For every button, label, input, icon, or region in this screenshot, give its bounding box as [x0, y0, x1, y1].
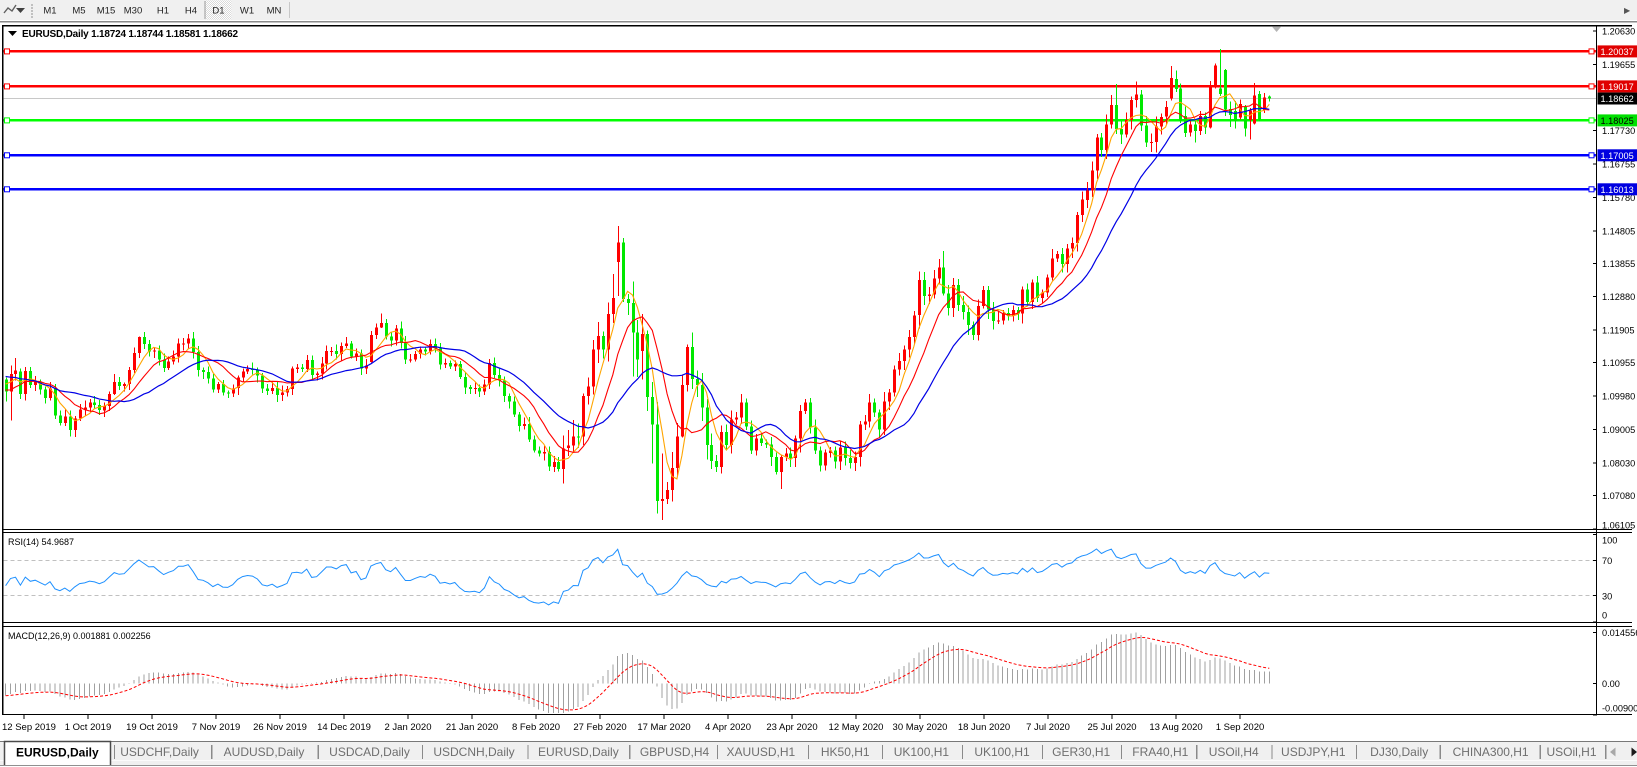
svg-text:21 Jan 2020: 21 Jan 2020: [446, 722, 498, 733]
svg-text:1.13855: 1.13855: [1602, 259, 1635, 269]
svg-text:USDJPY,H1: USDJPY,H1: [1281, 745, 1346, 759]
svg-text:14 Dec 2019: 14 Dec 2019: [317, 722, 371, 733]
svg-text:EURUSD,Daily: EURUSD,Daily: [16, 746, 99, 760]
svg-text:1.15780: 1.15780: [1602, 193, 1635, 203]
svg-text:1.11905: 1.11905: [1602, 326, 1635, 336]
svg-text:USOil,H4: USOil,H4: [1209, 745, 1259, 759]
svg-text:19 Oct 2019: 19 Oct 2019: [126, 722, 178, 733]
svg-text:23 Apr 2020: 23 Apr 2020: [766, 722, 817, 733]
svg-text:▶: ▶: [1624, 6, 1631, 15]
svg-text:M15: M15: [97, 6, 115, 17]
svg-text:CHINA300,H1: CHINA300,H1: [1453, 745, 1529, 759]
svg-text:USDCHF,Daily: USDCHF,Daily: [120, 745, 199, 759]
svg-text:1.20630: 1.20630: [1602, 27, 1635, 37]
svg-text:1.16013: 1.16013: [1601, 185, 1634, 195]
svg-text:0: 0: [1602, 611, 1607, 621]
svg-text:4 Apr 2020: 4 Apr 2020: [705, 722, 751, 733]
svg-text:26 Nov 2019: 26 Nov 2019: [253, 722, 307, 733]
svg-text:H4: H4: [185, 6, 197, 17]
svg-text:H1: H1: [157, 6, 169, 17]
svg-text:RSI(14) 54.9687: RSI(14) 54.9687: [8, 537, 74, 547]
svg-text:12 Sep 2019: 12 Sep 2019: [2, 722, 56, 733]
svg-text:MACD(12,26,9) 0.001881 0.00225: MACD(12,26,9) 0.001881 0.002256: [8, 631, 151, 641]
svg-text:1.08030: 1.08030: [1602, 459, 1635, 469]
svg-text:DJ30,Daily: DJ30,Daily: [1370, 745, 1428, 759]
svg-text:1.17730: 1.17730: [1602, 126, 1635, 136]
svg-text:D1: D1: [212, 6, 224, 17]
svg-text:USOil,H1: USOil,H1: [1546, 745, 1596, 759]
svg-text:EURUSD,Daily 1.18724 1.18744: EURUSD,Daily 1.18724 1.18744 1.18581 1.1…: [22, 29, 238, 40]
svg-text:25 Jul 2020: 25 Jul 2020: [1087, 722, 1136, 733]
svg-text:1.20037: 1.20037: [1601, 47, 1634, 57]
svg-text:30: 30: [1602, 591, 1612, 601]
svg-text:17 Mar 2020: 17 Mar 2020: [637, 722, 690, 733]
svg-text:M30: M30: [124, 6, 142, 17]
svg-text:7 Jul 2020: 7 Jul 2020: [1026, 722, 1070, 733]
svg-text:-0.00900: -0.00900: [1602, 704, 1637, 714]
svg-text:18 Jun 2020: 18 Jun 2020: [958, 722, 1010, 733]
svg-text:30 May 2020: 30 May 2020: [893, 722, 948, 733]
svg-text:M5: M5: [72, 6, 85, 17]
svg-text:1.12880: 1.12880: [1602, 292, 1635, 302]
svg-text:1.09980: 1.09980: [1602, 392, 1635, 402]
svg-text:13 Aug 2020: 13 Aug 2020: [1149, 722, 1202, 733]
svg-text:12 May 2020: 12 May 2020: [829, 722, 884, 733]
svg-text:0.014556: 0.014556: [1602, 628, 1637, 638]
svg-text:1.09005: 1.09005: [1602, 425, 1635, 435]
svg-text:1.18025: 1.18025: [1601, 116, 1634, 126]
svg-text:GER30,H1: GER30,H1: [1052, 745, 1110, 759]
svg-text:1 Oct 2019: 1 Oct 2019: [65, 722, 111, 733]
svg-text:2 Jan 2020: 2 Jan 2020: [384, 722, 431, 733]
svg-text:1.19017: 1.19017: [1601, 82, 1634, 92]
svg-text:GBPUSD,H4: GBPUSD,H4: [640, 745, 710, 759]
svg-text:AUDUSD,Daily: AUDUSD,Daily: [224, 745, 305, 759]
svg-text:FRA40,H1: FRA40,H1: [1132, 745, 1188, 759]
svg-text:27 Feb 2020: 27 Feb 2020: [573, 722, 626, 733]
svg-text:1.06105: 1.06105: [1602, 520, 1635, 530]
svg-text:100: 100: [1602, 536, 1617, 546]
svg-text:W1: W1: [240, 6, 254, 17]
svg-text:1.14805: 1.14805: [1602, 226, 1635, 236]
svg-text:UK100,H1: UK100,H1: [894, 745, 950, 759]
svg-text:M1: M1: [43, 6, 56, 17]
svg-text:1.18662: 1.18662: [1601, 94, 1634, 104]
svg-text:UK100,H1: UK100,H1: [974, 745, 1030, 759]
svg-text:HK50,H1: HK50,H1: [821, 745, 870, 759]
svg-text:1.10955: 1.10955: [1602, 358, 1635, 368]
svg-text:EURUSD,Daily: EURUSD,Daily: [538, 745, 619, 759]
svg-text:USDCAD,Daily: USDCAD,Daily: [329, 745, 410, 759]
svg-text:1 Sep 2020: 1 Sep 2020: [1216, 722, 1265, 733]
svg-text:70: 70: [1602, 556, 1612, 566]
svg-text:1.17005: 1.17005: [1601, 151, 1634, 161]
svg-text:MN: MN: [267, 6, 282, 17]
svg-text:1.19655: 1.19655: [1602, 60, 1635, 70]
svg-text:USDCNH,Daily: USDCNH,Daily: [433, 745, 514, 759]
svg-text:1.07080: 1.07080: [1602, 491, 1635, 501]
svg-text:0.00: 0.00: [1602, 679, 1620, 689]
svg-text:8 Feb 2020: 8 Feb 2020: [512, 722, 560, 733]
svg-text:7 Nov 2019: 7 Nov 2019: [192, 722, 241, 733]
svg-text:XAUUSD,H1: XAUUSD,H1: [727, 745, 796, 759]
svg-text:1.16755: 1.16755: [1602, 159, 1635, 169]
